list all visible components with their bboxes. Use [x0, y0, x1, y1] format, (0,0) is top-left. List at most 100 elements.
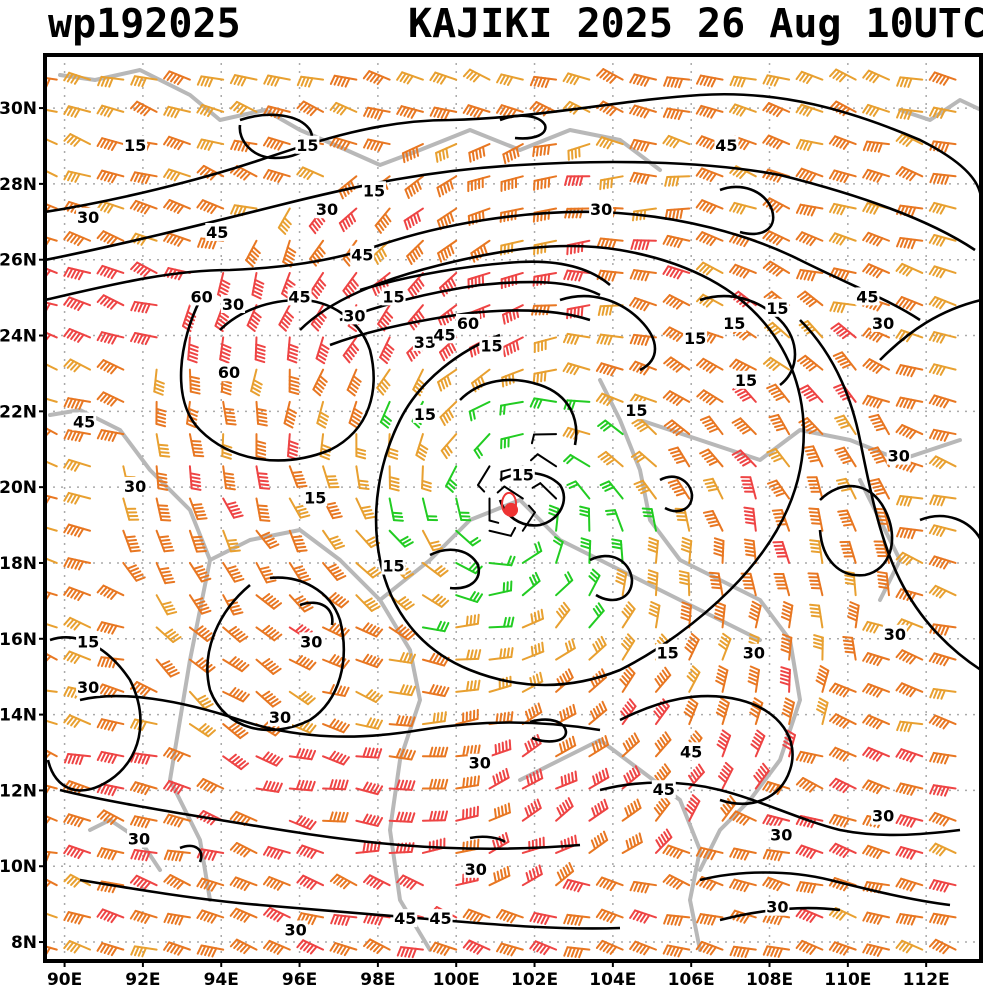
wind-barb: [713, 537, 725, 564]
lat-label: 22N: [0, 402, 37, 422]
wind-barb: [421, 497, 439, 522]
wind-barb: [895, 551, 924, 566]
wind-barb: [437, 368, 458, 392]
wind-barb: [163, 874, 191, 890]
wind-barb: [196, 877, 225, 892]
contour-label-bg: [287, 287, 312, 306]
wind-barb: [188, 465, 202, 491]
wind-barb: [355, 689, 383, 703]
wind-barb: [809, 603, 824, 629]
wind-barb: [309, 239, 326, 267]
wind-barb: [629, 909, 657, 924]
wind-barb: [500, 433, 524, 450]
wind-barb: [588, 798, 609, 822]
lon-label: 106E: [668, 970, 715, 989]
wind-barb: [684, 794, 701, 822]
wind-barb: [63, 105, 92, 118]
wind-barb: [563, 946, 591, 959]
wind-barb: [63, 429, 92, 443]
wind-barb: [312, 368, 328, 397]
wind-barb: [562, 362, 591, 376]
wind-barb: [355, 813, 384, 827]
wind-barb: [595, 876, 624, 892]
wind-barb: [621, 798, 642, 822]
wind-barb: [731, 417, 757, 436]
wind-barb: [468, 400, 491, 422]
wind-barb: [163, 849, 191, 862]
wind-barb: [830, 322, 857, 340]
wind-barb: [750, 729, 766, 758]
wind-barb: [862, 844, 890, 860]
wind-barb: [895, 682, 924, 698]
wind-barb: [529, 397, 558, 409]
wind-barb: [532, 271, 558, 287]
wind-barb: [929, 494, 957, 507]
wind-barb: [928, 455, 957, 470]
wind-barb: [862, 394, 890, 409]
wind-barb: [219, 336, 232, 364]
wind-barb: [795, 138, 824, 152]
wind-barb: [664, 175, 691, 187]
wind-barb: [834, 414, 857, 436]
wind-barb: [455, 744, 481, 758]
contour-label-bg: [76, 677, 101, 696]
wind-barb: [696, 389, 724, 406]
wind-barb: [828, 232, 857, 246]
wind-barb: [421, 684, 450, 698]
wind-barb: [928, 584, 957, 599]
wind-barb: [928, 652, 957, 667]
wind-barb: [795, 777, 824, 793]
wind-barb: [753, 762, 770, 790]
wind-barb: [296, 166, 325, 180]
wind-barb: [862, 263, 890, 279]
lon-label: 90E: [47, 970, 82, 989]
contour-label-bg: [123, 135, 148, 154]
wind-barb: [781, 697, 795, 726]
wind-barb: [63, 753, 92, 765]
wind-barb: [695, 167, 724, 183]
wind-barb: [488, 647, 514, 661]
wind-barb: [555, 862, 575, 887]
wind-barb: [222, 722, 249, 740]
wind-barb: [896, 527, 924, 540]
wind-barb: [421, 593, 450, 608]
wind-barb: [686, 665, 701, 693]
longitude-labels: 90E 92E 94E 96E 98E 100E 102E 104E 106E 108E 110E 1…: [47, 961, 950, 989]
wind-barb: [928, 394, 957, 409]
wind-barb: [130, 815, 158, 829]
contour-label-bg: [510, 465, 535, 484]
wind-barb: [521, 864, 543, 887]
wind-barb: [346, 368, 362, 397]
wind-barb: [808, 507, 824, 532]
wind-barb: [63, 844, 92, 860]
wind-barb: [63, 813, 92, 828]
wind-barb: [695, 104, 724, 119]
wind-barb: [255, 658, 282, 675]
contour-label: 30: [128, 829, 150, 848]
contour-label: 45: [715, 136, 737, 155]
contour-label: 45: [351, 246, 373, 265]
wind-barb: [130, 300, 158, 314]
wind-barb: [762, 848, 791, 862]
wind-barb: [647, 569, 659, 597]
wind-barb: [729, 847, 757, 861]
wind-barb: [729, 945, 757, 959]
contour-label: 30: [770, 826, 792, 845]
wind-barb: [716, 729, 732, 758]
wind-barb: [455, 529, 482, 547]
contour-label: 30: [316, 200, 338, 219]
wind-barb: [63, 940, 92, 954]
wind-barb: [355, 594, 381, 612]
wind-barb: [455, 775, 480, 790]
wind-barb: [521, 571, 541, 597]
contour-label-bg: [295, 135, 320, 154]
wind-barb: [779, 666, 791, 693]
wind-barb: [254, 336, 266, 364]
wind-barb: [229, 876, 258, 892]
storm-center-marker[interactable]: [504, 502, 519, 517]
wind-barb: [862, 943, 890, 957]
wind-barb: [155, 465, 169, 491]
wind-barb: [496, 942, 524, 957]
contour-label: 15: [512, 466, 534, 485]
